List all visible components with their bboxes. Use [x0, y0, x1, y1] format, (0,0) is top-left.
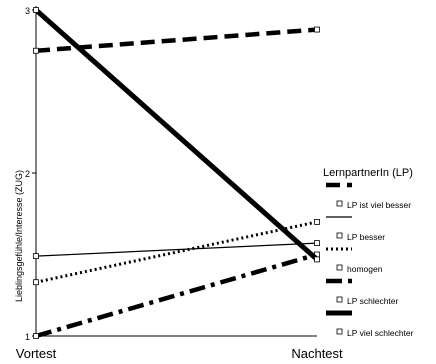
x-tick-label: Nachtest — [291, 346, 343, 361]
data-point-marker — [33, 333, 39, 339]
tick-labels: 1 2 3 Vortest Nachtest — [16, 6, 343, 361]
legend-title: LernpartnerIn (LP) — [323, 167, 413, 179]
series-4 — [33, 251, 320, 339]
legend-marker — [336, 264, 343, 271]
y-axis-label: Lieblingsgefühle/Interesse (ZUG) — [14, 170, 24, 302]
series-layer — [33, 7, 320, 339]
data-point-marker — [33, 253, 39, 260]
series-5 — [33, 7, 320, 263]
data-point-marker — [33, 7, 39, 13]
series-3 — [33, 218, 320, 286]
series-line — [35, 220, 318, 284]
series-2 — [33, 240, 320, 260]
data-point-marker — [33, 47, 39, 54]
chart-axes — [32, 6, 317, 337]
data-point-marker — [33, 279, 39, 286]
y-tick-label: 2 — [25, 169, 30, 179]
data-point-marker — [314, 256, 320, 263]
series-1 — [33, 26, 320, 54]
series-line — [34, 8, 319, 262]
legend-label: LP besser — [347, 232, 385, 242]
y-tick-label: 1 — [25, 332, 30, 342]
legend-label: LP ist viel besser — [347, 200, 411, 210]
data-point-marker — [314, 26, 320, 33]
legend-label: LP viel schlechter — [347, 328, 414, 338]
legend-label: LP schlechter — [347, 296, 399, 306]
chart-legend: LernpartnerIn (LP) LP ist viel besser LP … — [323, 167, 414, 338]
legend-marker — [336, 232, 343, 239]
series-line — [35, 252, 318, 339]
series-line — [35, 27, 318, 53]
data-point-marker — [314, 240, 320, 246]
legend-label: homogen — [347, 264, 383, 274]
y-tick-label: 3 — [25, 6, 30, 16]
series-line — [35, 242, 318, 257]
legend-marker — [336, 200, 343, 207]
x-tick-label: Vortest — [16, 346, 57, 361]
legend-marker — [336, 328, 343, 335]
legend-marker — [336, 296, 343, 303]
data-point-marker — [314, 218, 320, 225]
